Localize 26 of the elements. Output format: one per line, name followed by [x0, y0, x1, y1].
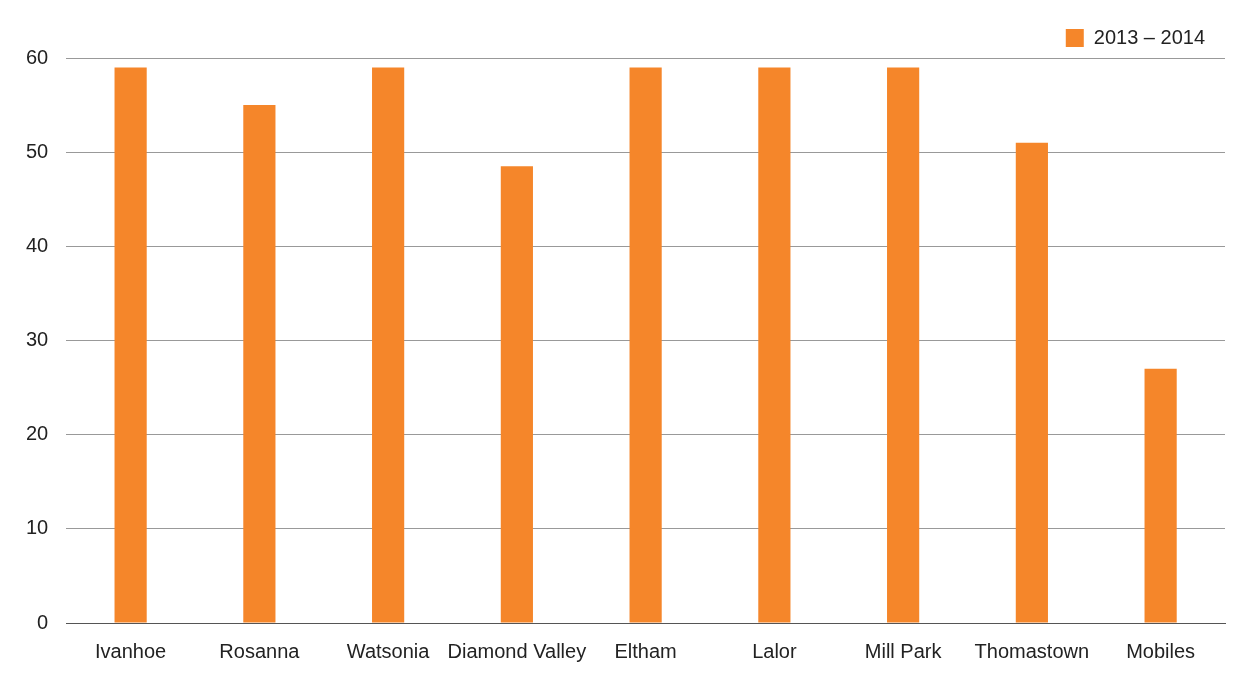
x-tick-label: Thomastown: [974, 639, 1090, 662]
x-tick-label: Ivanhoe: [95, 639, 167, 662]
x-tick-label: Mill Park: [864, 639, 943, 662]
bar: [1015, 142, 1048, 623]
y-tick-label: 10: [26, 516, 49, 539]
bar: [629, 67, 662, 623]
legend-label: 2013 – 2014: [1093, 25, 1206, 48]
x-tick-label: Eltham: [614, 639, 677, 662]
bar: [1144, 368, 1177, 623]
y-tick-label: 60: [26, 45, 49, 68]
x-tick-label: Mobiles: [1126, 639, 1196, 662]
bar: [758, 67, 791, 623]
x-tick-label: Rosanna: [219, 639, 301, 662]
y-tick-label: 50: [26, 139, 49, 162]
y-tick-label: 20: [26, 422, 49, 445]
bar: [114, 67, 147, 623]
x-tick-label: Diamond Valley: [447, 639, 587, 662]
bar: [372, 67, 405, 623]
y-tick-label: 0: [37, 610, 49, 633]
bar: [500, 166, 533, 623]
y-tick-label: 40: [26, 233, 49, 256]
x-tick-label: Lalor: [752, 639, 797, 662]
x-tick-label: Watsonia: [346, 639, 431, 662]
bar: [887, 67, 920, 623]
bar: [243, 105, 276, 623]
y-tick-label: 30: [26, 328, 49, 351]
